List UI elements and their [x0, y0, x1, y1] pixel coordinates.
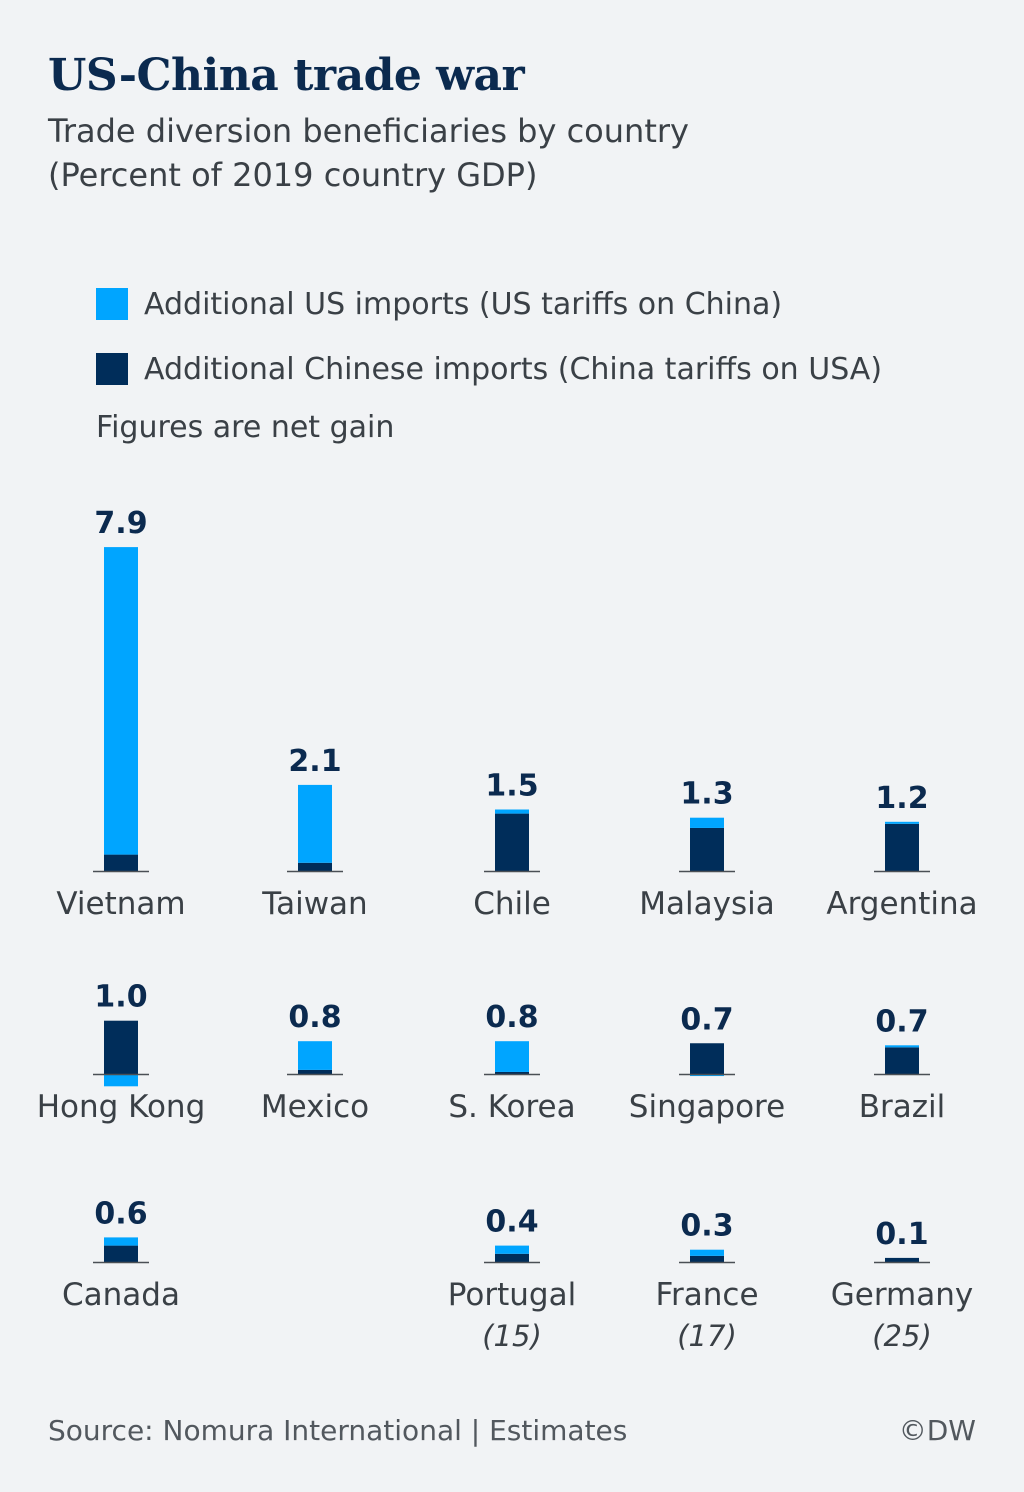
bar-malaysia-chinese-imports	[690, 827, 724, 871]
data-label-malaysia: 1.3	[680, 777, 733, 812]
bar-vietnam-us-imports	[104, 547, 138, 855]
chart-title: US-China trade war	[48, 50, 525, 101]
chart-subtitle-unit: (Percent of 2019 country GDP)	[48, 156, 538, 194]
rank-label-france: (17)	[677, 1319, 737, 1353]
country-label-france: France	[655, 1277, 758, 1313]
bar-brazil-us-imports	[885, 1045, 919, 1048]
bar-hong-kong-chinese-imports	[104, 1020, 138, 1074]
country-label-malaysia: Malaysia	[639, 886, 774, 922]
data-label-hong-kong: 1.0	[94, 980, 147, 1015]
bar-france-us-imports	[690, 1249, 724, 1256]
bar-mexico-us-imports	[298, 1041, 332, 1070]
chart-subtitle: Trade diversion beneficiaries by country	[48, 112, 689, 150]
legend-label-chinese-imports: Additional Chinese imports (China tariff…	[144, 351, 883, 387]
data-label-s-korea: 0.8	[485, 1000, 538, 1035]
source-note: Source: Nomura International | Estimates	[48, 1414, 628, 1447]
rank-label-portugal: (15)	[482, 1319, 542, 1353]
bar-portugal-chinese-imports	[495, 1253, 529, 1262]
legend-label-us-imports: Additional US imports (US tariffs on Chi…	[144, 286, 783, 322]
bar-portugal-us-imports	[495, 1245, 529, 1254]
bar-taiwan-chinese-imports	[298, 862, 332, 871]
bar-germany-chinese-imports	[885, 1257, 919, 1262]
country-label-canada: Canada	[62, 1277, 180, 1313]
bar-argentina-chinese-imports	[885, 823, 919, 871]
data-label-france: 0.3	[680, 1209, 733, 1244]
data-label-vietnam: 7.9	[94, 506, 147, 541]
bar-argentina-us-imports	[885, 821, 919, 824]
bar-france-chinese-imports	[690, 1255, 724, 1262]
data-label-argentina: 1.2	[875, 781, 928, 816]
country-label-vietnam: Vietnam	[56, 886, 185, 922]
bar-s-korea-chinese-imports	[495, 1071, 529, 1074]
country-label-chile: Chile	[473, 886, 551, 922]
bar-canada-chinese-imports	[104, 1245, 138, 1262]
legend-entry-us-imports: Additional US imports (US tariffs on Chi…	[96, 286, 782, 322]
bar-malaysia-us-imports	[690, 817, 724, 828]
country-label-hong-kong: Hong Kong	[37, 1089, 206, 1125]
country-label-taiwan: Taiwan	[261, 886, 367, 922]
data-label-brazil: 0.7	[875, 1004, 928, 1039]
chart-note: Figures are net gain	[96, 410, 395, 445]
country-label-s-korea: S. Korea	[448, 1089, 575, 1125]
data-label-portugal: 0.4	[485, 1205, 538, 1240]
bar-singapore-chinese-imports	[690, 1043, 724, 1074]
country-label-mexico: Mexico	[261, 1089, 369, 1125]
country-label-argentina: Argentina	[826, 886, 977, 922]
bar-s-korea-us-imports	[495, 1041, 529, 1072]
data-label-germany: 0.1	[875, 1217, 928, 1252]
bar-chile-chinese-imports	[495, 813, 529, 871]
data-label-singapore: 0.7	[680, 1002, 733, 1037]
bar-vietnam-chinese-imports	[104, 854, 138, 871]
credit: ©DW	[898, 1414, 976, 1447]
bar-taiwan-us-imports	[298, 784, 332, 863]
rank-label-germany: (25)	[872, 1319, 932, 1353]
legend-entry-chinese-imports: Additional Chinese imports (China tariff…	[96, 351, 882, 387]
data-label-canada: 0.6	[94, 1196, 147, 1231]
data-label-chile: 1.5	[485, 769, 538, 804]
country-label-germany: Germany	[831, 1277, 973, 1313]
chart-area: 7.9 Vietnam 2.1 Taiwan 1.5 Chile 1.3 Malaysia 1.…	[37, 506, 978, 1353]
legend-swatch-chinese-imports	[96, 353, 128, 385]
country-label-brazil: Brazil	[859, 1089, 946, 1125]
bar-brazil-chinese-imports	[885, 1047, 919, 1074]
bar-hong-kong-us-imports	[104, 1074, 138, 1087]
legend-swatch-us-imports	[96, 288, 128, 320]
bar-chile-us-imports	[495, 809, 529, 814]
bar-mexico-chinese-imports	[298, 1069, 332, 1074]
country-label-singapore: Singapore	[629, 1089, 785, 1125]
data-label-taiwan: 2.1	[288, 744, 341, 779]
country-label-portugal: Portugal	[448, 1277, 576, 1313]
bar-canada-us-imports	[104, 1237, 138, 1246]
data-label-mexico: 0.8	[288, 1000, 341, 1035]
